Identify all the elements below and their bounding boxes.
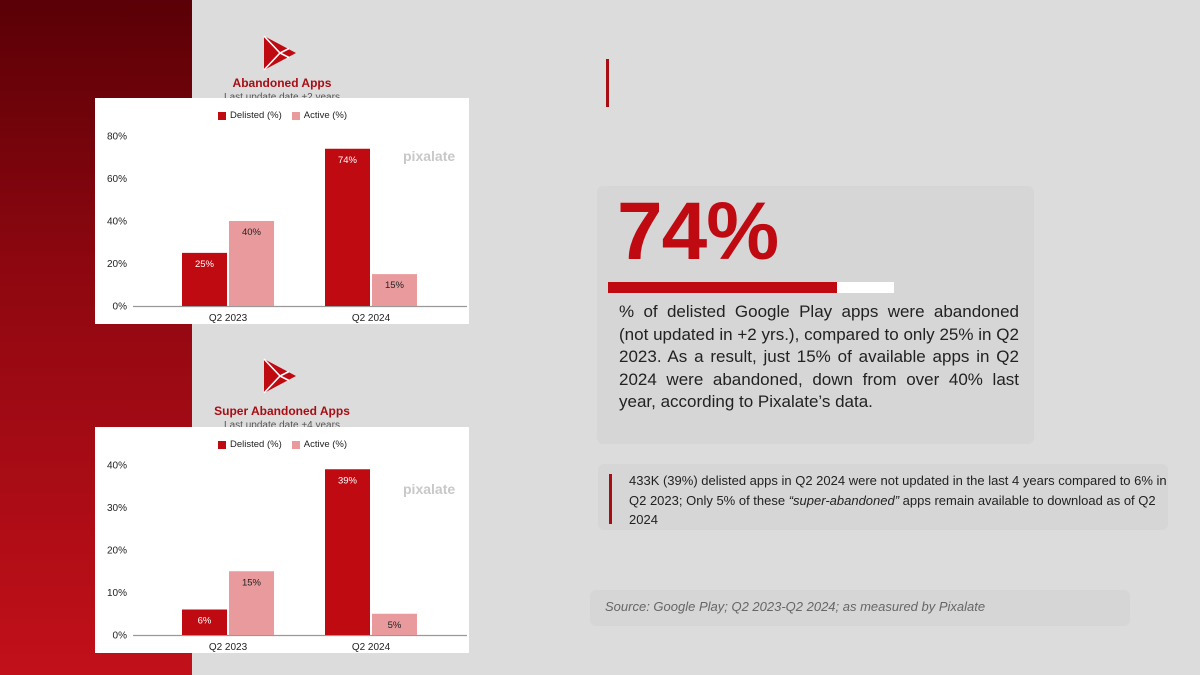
bar-value-label: 6%	[198, 616, 212, 627]
x-tick-label: Q2 2024	[352, 313, 391, 324]
y-tick-label: 20%	[107, 259, 127, 270]
source-note: Source: Google Play; Q2 2023-Q2 2024; as…	[605, 599, 986, 614]
legend-swatch-delisted	[218, 111, 226, 120]
legend-item-active: Active (%)	[291, 110, 348, 121]
note-card	[598, 464, 1168, 530]
bar-delisted	[182, 252, 227, 306]
bar-chart-super-abandoned: pixalate 0% 10% 20% 30% 40% 6% 15% Q2 2023 39% 5%…	[107, 461, 467, 653]
bar-active	[229, 221, 274, 306]
x-tick-label: Q2 2024	[352, 642, 391, 653]
headline-progress-fill	[608, 282, 837, 293]
chart-subtitle: Last update date +2 years	[167, 92, 397, 103]
chart-title: Abandoned Apps	[232, 76, 332, 90]
legend-swatch-delisted	[218, 440, 226, 449]
chart-legend: Delisted (%) Active (%)	[218, 439, 347, 450]
note-accent-bar	[609, 474, 612, 524]
legend-swatch-active	[291, 440, 300, 449]
bar-active	[372, 613, 417, 635]
bar-value-label: 25%	[195, 259, 215, 270]
bar-value-label: 39%	[338, 475, 358, 486]
bar-chart-abandoned: pixalate 0% 20% 40% 60% 80% 25% 40% Q2 2023 74% 1…	[107, 132, 467, 324]
y-tick-label: 40%	[107, 461, 127, 472]
chart-subtitle: Last update date +4 years	[224, 420, 340, 431]
bar-value-label: 40%	[242, 227, 262, 238]
legend-swatch-active	[291, 111, 300, 120]
y-tick-label: 20%	[107, 546, 127, 557]
bar-value-label: 15%	[242, 577, 262, 588]
bar-delisted	[325, 148, 370, 306]
legend-item-delisted: Delisted (%)	[218, 439, 282, 450]
x-tick-label: Q2 2023	[209, 313, 248, 324]
x-tick-label: Q2 2023	[209, 642, 248, 653]
headline-progress-bar	[608, 282, 894, 293]
bar-delisted	[182, 609, 227, 635]
bar-active	[372, 274, 417, 306]
bar-delisted	[325, 469, 370, 635]
y-tick-label: 0%	[113, 302, 128, 313]
chart-watermark: pixalate	[403, 481, 455, 497]
chart-title: Super Abandoned Apps	[214, 404, 350, 418]
legend-item-delisted: Delisted (%)	[218, 110, 282, 121]
bar-active	[229, 571, 274, 635]
headline-card	[597, 186, 1034, 444]
legend-label: Delisted (%)	[230, 439, 282, 450]
headline-description: % of delisted Google Play apps were aban…	[619, 302, 1019, 411]
legend-item-active: Active (%)	[291, 439, 348, 450]
chart-panel: Delisted (%) Active (%) pixalate 0% 10% 20…	[95, 427, 469, 653]
y-tick-label: 30%	[107, 503, 127, 514]
legend-label: Active (%)	[303, 110, 348, 121]
y-tick-label: 60%	[107, 174, 127, 185]
note-text-part2: apps remain available to download as of …	[629, 492, 1156, 528]
bar-value-label: 5%	[388, 620, 402, 631]
bar-value-label: 74%	[338, 155, 358, 166]
chart-watermark: pixalate	[403, 148, 455, 164]
google-play-icon	[262, 34, 302, 74]
note-text-part1: 433K (39%) delisted apps in Q2 2024 were…	[629, 473, 1167, 508]
note-text: 433K (39%) delisted apps in Q2 2024 were…	[629, 471, 1169, 530]
y-tick-label: 80%	[107, 132, 127, 143]
y-tick-label: 10%	[107, 588, 127, 599]
chart-panel: Delisted (%) Active (%) pixalate 0% 20% 40…	[95, 98, 469, 324]
google-play-icon	[262, 357, 302, 397]
y-tick-label: 0%	[113, 631, 128, 642]
y-tick-label: 40%	[107, 217, 127, 228]
source-card	[590, 590, 1130, 626]
legend-label: Delisted (%)	[230, 110, 282, 121]
chart-legend: Delisted (%) Active (%)	[218, 110, 347, 121]
bar-value-label: 15%	[385, 280, 405, 291]
note-text-emphasis: “super-abandoned”	[788, 492, 900, 508]
legend-label: Active (%)	[303, 439, 348, 450]
headline-value: 74%	[617, 186, 779, 277]
accent-line	[606, 59, 609, 107]
